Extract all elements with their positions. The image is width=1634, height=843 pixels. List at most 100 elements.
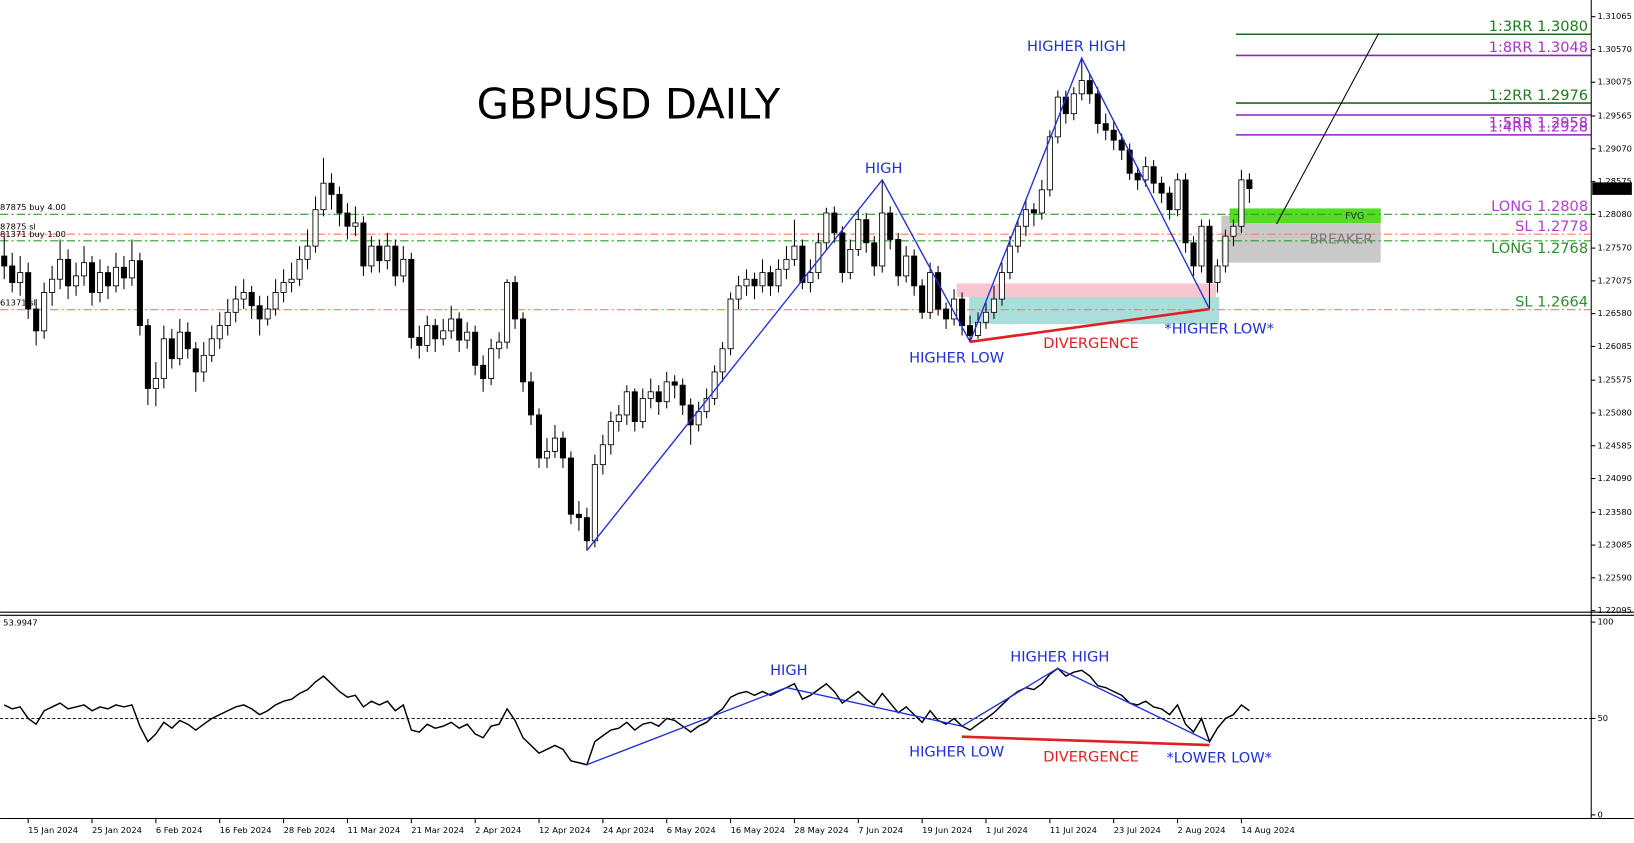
x-tick-label: 2 Aug 2024 <box>1178 825 1226 835</box>
candle-body <box>1102 123 1109 131</box>
order-label: 87875 buy 4.00 <box>0 202 66 212</box>
x-tick-label: 16 Feb 2024 <box>220 825 272 835</box>
candle-body <box>472 331 479 366</box>
candle-body <box>216 325 223 340</box>
level-label: LONG 1.2768 <box>1491 240 1588 257</box>
x-tick-label: 24 Apr 2024 <box>603 825 655 835</box>
candle-body <box>112 266 119 287</box>
candle-body <box>81 262 88 277</box>
candle-body <box>280 282 287 293</box>
candle-body <box>336 194 343 214</box>
candle-body <box>895 239 902 277</box>
candle-body <box>839 232 846 274</box>
candle-body <box>408 258 415 338</box>
level-label: SL 1.2778 <box>1515 218 1588 235</box>
level-label: 1:5RR 1.2958 <box>1489 114 1588 131</box>
candle-body <box>583 517 590 542</box>
candle-body <box>1110 129 1117 141</box>
y-tick-label: 1.27075 <box>1597 275 1631 285</box>
candle-body <box>1134 172 1141 181</box>
zones <box>956 208 1381 325</box>
y-tick-label: 50 <box>1597 713 1608 723</box>
candle-body <box>33 308 40 332</box>
candle-body <box>432 325 439 340</box>
candle-body <box>464 331 471 341</box>
candle-body <box>520 318 527 383</box>
candle-body <box>974 321 982 336</box>
x-tick-label: 6 May 2024 <box>667 825 716 835</box>
candle-body <box>1246 179 1253 190</box>
order-label: 61371 sl <box>0 298 36 308</box>
candle-body <box>567 457 574 515</box>
candle-body <box>1238 179 1245 227</box>
annotation: HIGHER LOW <box>909 349 1004 366</box>
candle-body <box>49 278 56 293</box>
candle-body <box>743 278 750 287</box>
y-tick-label: 1.24585 <box>1597 440 1631 450</box>
x-tick-label: 21 Mar 2024 <box>411 825 464 835</box>
candle-body <box>799 245 806 283</box>
rsi-line <box>3 667 1250 766</box>
candle-body <box>919 285 926 313</box>
candle-body <box>1 255 8 267</box>
candle-body <box>456 318 463 341</box>
y-tick-label: 1.28575 <box>1597 176 1631 186</box>
candle-body <box>392 245 399 277</box>
candle-body <box>863 219 870 244</box>
candle-body <box>711 371 718 399</box>
y-tick-label: 1.30570 <box>1597 44 1631 54</box>
frame <box>0 0 1634 820</box>
y-tick-label: 100 <box>1597 617 1613 627</box>
candle-body <box>671 381 678 386</box>
candle-body <box>96 272 104 293</box>
annotation: DIVERGENCE <box>1043 749 1139 766</box>
annotation: *LOWER LOW* <box>1166 750 1272 767</box>
levels: 1:3RR 1.3080 1:8RR 1.3048 1:2RR 1.2976 1:5R… <box>0 18 1592 719</box>
x-tick-label: 2 Apr 2024 <box>475 825 521 835</box>
candle-body <box>1078 80 1085 95</box>
order-label: 87875 sl <box>0 222 36 232</box>
candle-body <box>607 421 614 446</box>
candle-body <box>623 391 630 416</box>
y-tick-label: 1.31065 <box>1597 11 1631 21</box>
candles <box>1 58 1253 766</box>
y-tick-label: 1.23085 <box>1597 540 1631 550</box>
supply-zone <box>956 283 1217 297</box>
candle-body <box>1022 209 1029 227</box>
order-label: 81371 buy 1.00 <box>0 229 66 239</box>
candle-body <box>528 381 535 416</box>
candle-body <box>128 260 135 279</box>
y-tick-label: 1.25080 <box>1597 407 1631 417</box>
price-divergence-line <box>969 307 1210 344</box>
candle-body <box>17 272 24 283</box>
candle-body <box>1038 189 1045 214</box>
candle-body <box>1142 166 1149 181</box>
candle-body <box>1118 139 1125 151</box>
x-tick-label: 11 Jul 2024 <box>1050 825 1097 835</box>
x-tick-label: 16 May 2024 <box>731 825 785 835</box>
annotation: HIGHER HIGH <box>1027 38 1126 55</box>
candle-body <box>959 298 966 326</box>
candle-body <box>248 292 255 307</box>
candle-body <box>903 255 910 277</box>
breaker-zone <box>1221 215 1381 263</box>
x-tick-label: 12 Apr 2024 <box>539 825 591 835</box>
y-tick-label: 1.24090 <box>1597 473 1631 483</box>
candle-body <box>543 450 551 459</box>
candle-body <box>384 245 391 262</box>
candle-body <box>168 338 175 360</box>
candle-body <box>927 272 934 313</box>
axes: 1.22095 1.22590 1.23085 1.23580 1.24090 1.245… <box>27 11 1632 835</box>
candle-body <box>328 182 335 195</box>
annotation: BREAKER <box>1309 232 1373 248</box>
candle-body <box>152 378 159 389</box>
candle-body <box>1230 225 1237 237</box>
y-tick-label: 1.30075 <box>1597 77 1631 87</box>
y-tick-label: 1.28080 <box>1597 209 1631 219</box>
y-tick-label: 1.22095 <box>1597 605 1631 615</box>
candle-body <box>136 260 143 326</box>
candle-body <box>807 272 814 283</box>
y-tick-label: 1.25575 <box>1597 375 1631 385</box>
demand-zone <box>969 296 1220 325</box>
